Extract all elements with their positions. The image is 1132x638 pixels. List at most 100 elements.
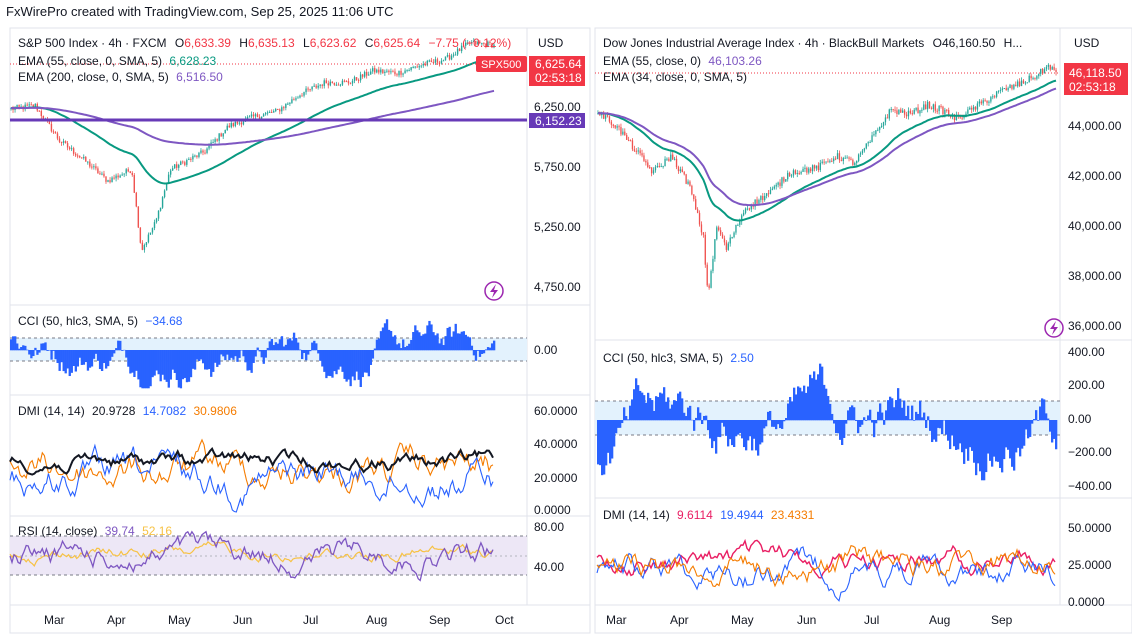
left-cci-legend[interactable]: CCI (50, hlc3, SMA, 5) −34.68	[18, 314, 183, 328]
left-cci-bar	[292, 332, 296, 351]
right-cci-bar	[699, 412, 702, 421]
right-cci-bar	[809, 374, 812, 421]
right-alert-lightning-icon[interactable]	[1044, 318, 1064, 338]
right-ema55-legend[interactable]: EMA (55, close, 0) 46,103.26	[603, 54, 762, 68]
left-cci-bar	[428, 320, 431, 351]
left-cci-bar	[325, 350, 328, 379]
right-candle-body	[748, 208, 751, 210]
right-cci-bar	[975, 420, 978, 476]
right-cci-bar	[717, 420, 720, 437]
left-cci-bar	[36, 350, 39, 355]
left-candle-body	[426, 60, 429, 66]
left-cci-bar	[290, 340, 294, 351]
right-candle-body	[639, 150, 641, 154]
right-candle-body	[687, 181, 689, 184]
left-candle-body	[262, 114, 265, 117]
left-candle-body	[462, 45, 465, 47]
right-cci-bar	[895, 400, 898, 421]
right-candle-body	[794, 170, 797, 174]
right-candle-body	[1017, 81, 1019, 87]
left-candle-body	[440, 60, 443, 64]
left-rsi-legend[interactable]: RSI (14, close) 39.74 52.16	[18, 524, 172, 538]
right-cci-bar	[905, 415, 908, 421]
left-cci-bar	[151, 350, 154, 378]
right-cci-bar	[837, 420, 840, 434]
left-cci-bar	[400, 348, 403, 351]
right-candle-body	[934, 104, 936, 111]
left-cci-bar	[147, 350, 150, 389]
right-cci-bar	[923, 412, 926, 421]
right-candle-body	[1028, 75, 1030, 83]
right-ema34-label: EMA (34, close, 0, SMA, 5)	[603, 70, 747, 84]
left-currency-label[interactable]: USD	[538, 36, 564, 50]
right-price-tick: 44,000.00	[1068, 119, 1122, 133]
right-ema34-legend[interactable]: EMA (34, close, 0, SMA, 5)	[603, 70, 747, 84]
left-cci-bar	[167, 350, 170, 388]
left-dmi-legend[interactable]: DMI (14, 14) 20.9728 14.7082 30.9806	[18, 404, 237, 418]
right-cci-bar	[993, 420, 996, 457]
left-candle-body	[458, 48, 461, 52]
left-candle-body	[412, 67, 414, 69]
left-open: 6,633.39	[184, 36, 231, 50]
right-candle-body	[626, 135, 628, 140]
right-series-layer	[596, 63, 1058, 602]
left-ema200-legend[interactable]: EMA (200, close, 0, SMA, 5) 6,516.50	[18, 70, 223, 84]
right-cci-bar	[669, 408, 672, 421]
left-candle-body	[400, 70, 402, 75]
right-cci-legend[interactable]: CCI (50, hlc3, SMA, 5) 2.50	[603, 351, 754, 365]
right-cci-bar	[793, 387, 796, 421]
right-cci-bar	[971, 420, 974, 451]
left-candle-body	[117, 175, 119, 178]
left-legend-main[interactable]: S&P 500 Index · 4h · FXCM O6,633.39 H6,6…	[18, 36, 511, 50]
left-month-tick: Jun	[233, 613, 252, 627]
right-cci-bar	[879, 403, 882, 421]
right-currency-label[interactable]: USD	[1074, 36, 1100, 50]
left-candle-body	[481, 43, 483, 45]
right-cci-bar	[643, 395, 646, 421]
left-cci-bar	[472, 350, 476, 356]
left-cci-bar	[173, 350, 177, 373]
right-legend-main[interactable]: Dow Jones Industrial Average Index · 4h …	[603, 36, 1022, 50]
right-cci-bar	[801, 391, 804, 421]
right-cci-bar	[875, 420, 878, 424]
left-candle-body	[212, 142, 214, 144]
right-dmi-adx: 9.6114	[677, 508, 713, 522]
right-cci-bar	[823, 384, 826, 421]
left-candle-body	[169, 170, 172, 175]
right-cci-bar	[965, 420, 968, 449]
right-candle-body	[1018, 81, 1021, 87]
right-cci-bar	[839, 420, 842, 440]
left-alert-lightning-icon[interactable]	[484, 281, 504, 301]
left-ema55-legend[interactable]: EMA (55, close, 0, SMA, 5) 6,628.23	[18, 54, 216, 68]
left-cci-bar	[14, 336, 17, 351]
right-candle-body	[1001, 88, 1004, 90]
left-candle-body	[382, 69, 384, 73]
right-candle-body	[978, 101, 981, 104]
right-candle-body	[917, 107, 919, 114]
left-support-tag: 6,152.23	[535, 114, 582, 128]
right-candle-body	[1036, 76, 1038, 79]
right-candle-body	[695, 199, 697, 210]
right-candle-body	[1024, 82, 1027, 84]
right-cci-bar	[659, 392, 662, 421]
right-cci-bar	[821, 366, 824, 421]
left-candle-body	[487, 41, 489, 47]
left-candle-body	[268, 111, 271, 113]
left-candle-body	[248, 116, 251, 118]
left-candle-body	[384, 71, 386, 73]
left-cci-bar	[371, 350, 375, 359]
left-candle-body	[434, 59, 437, 63]
right-dmi-legend[interactable]: DMI (14, 14) 9.6114 19.4944 23.4331	[603, 508, 815, 522]
right-cci-bar	[685, 416, 688, 421]
left-cci-bar	[398, 343, 401, 351]
left-cci-bar	[165, 350, 168, 382]
left-candle-body	[48, 120, 51, 124]
left-low-letter: L	[303, 36, 310, 50]
right-ema34-line	[597, 79, 1057, 222]
right-candle-body	[1053, 66, 1055, 70]
left-cci-bar	[315, 343, 318, 351]
right-cci-bar	[597, 420, 600, 465]
left-cci-bar	[274, 342, 278, 351]
left-cci-bar	[18, 348, 21, 351]
